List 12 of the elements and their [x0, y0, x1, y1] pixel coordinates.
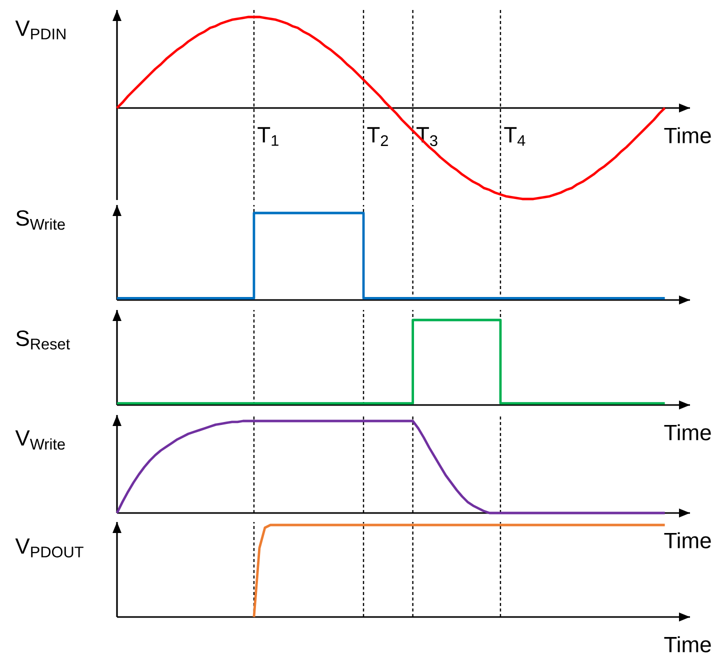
x-axis-title: Time — [664, 636, 711, 652]
annotation: T$_{1}$ — [258, 127, 278, 146]
x-axis-title: Time — [664, 532, 711, 548]
y-axis-title: V$_{PDOUT}$ — [15, 538, 84, 558]
x-axis-title: Time — [664, 127, 711, 144]
y-axis-title: V$_{Write}$ — [15, 430, 65, 450]
y-axis-title: S$_{Reset}$ — [16, 330, 70, 350]
annotation: T$_{2}$ — [367, 127, 388, 146]
y-axis-title: S$_{Write}$ — [16, 210, 65, 230]
annotation: T$_{4}$ — [504, 127, 526, 146]
x-axis-title: Time — [664, 424, 711, 440]
y-axis-title: V$_{PDIN}$ — [15, 20, 66, 40]
